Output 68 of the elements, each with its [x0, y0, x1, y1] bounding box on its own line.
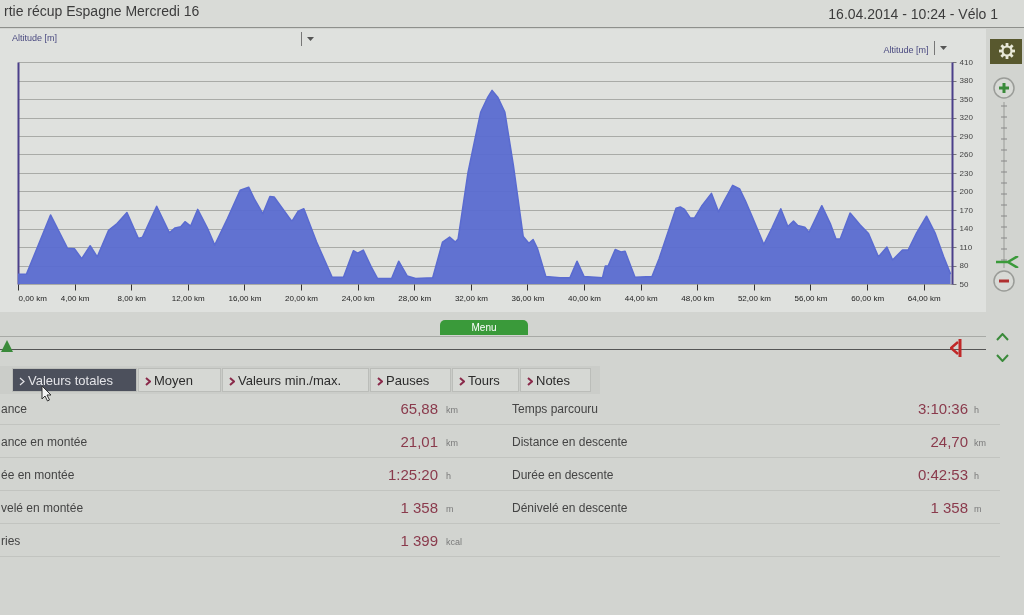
text: velé en montée — [1, 501, 84, 515]
x-tick-label: 4,00 km — [60, 293, 90, 303]
chart-subtitle: 16.04.2014 - 10:24 - Vélo 1 — [828, 6, 998, 22]
text: h — [446, 471, 452, 481]
text: ée en montée — [1, 468, 75, 482]
chart-title: rtie récup Espagne Mercredi 16 — [4, 3, 200, 19]
x-tick-label: 32,00 km — [454, 293, 489, 303]
text: km — [446, 405, 458, 415]
text: ance en montée — [1, 435, 88, 449]
text: ance — [1, 402, 28, 416]
menu-button: Menu — [440, 320, 528, 335]
tab: Tours — [452, 368, 519, 392]
x-tick-label: 12,00 km — [171, 293, 206, 303]
text: 1 358 — [930, 499, 968, 516]
y-axis-title: Altitude [m] — [883, 44, 929, 55]
tab: Pauses — [370, 368, 451, 392]
text: 1:25:20 — [387, 466, 438, 483]
y-tick-label: 290 — [959, 131, 974, 141]
y-tick-label: 170 — [959, 205, 974, 215]
x-tick-label: 20,00 km — [285, 293, 319, 303]
text: 0:42:53 — [917, 466, 968, 483]
y-tick-label: 260 — [959, 150, 974, 159]
y-tick-label: 410 — [959, 57, 974, 67]
text: Durée en descente — [512, 468, 614, 482]
text: Altitude [m] — [12, 33, 58, 43]
x-tick-label: 28,00 km — [398, 293, 432, 303]
text: ries — [1, 534, 21, 548]
y-tick-label: 230 — [959, 168, 974, 178]
text: m — [446, 504, 454, 514]
y-tick-label: 200 — [959, 187, 974, 196]
x-tick-label: 44,00 km — [624, 293, 658, 303]
x-tick-label: 48,00 km — [681, 293, 715, 303]
text: m — [974, 504, 982, 514]
x-tick-label: 24,00 km — [341, 293, 375, 303]
x-tick-label: 36,00 km — [511, 293, 545, 303]
y-tick-label: 80 — [959, 261, 969, 270]
x-tick-label: 8,00 km — [117, 293, 147, 303]
y-tick-label: 350 — [959, 94, 974, 104]
text: 1 358 — [400, 499, 438, 516]
text: 65,88 — [400, 400, 438, 417]
x-tick-label: 60,00 km — [851, 293, 885, 303]
x-tick-label: 16,00 km — [228, 293, 262, 303]
text: 3:10:36 — [917, 400, 968, 417]
x-tick-label: 52,00 km — [737, 293, 772, 303]
text: Temps parcouru — [512, 402, 599, 416]
text: 1 399 — [400, 532, 438, 549]
text: 24,70 — [930, 433, 968, 450]
y-tick-label: 320 — [959, 113, 974, 122]
text: Dénivelé en descente — [512, 501, 628, 515]
text: 21,01 — [400, 433, 438, 450]
text: h — [974, 405, 980, 415]
x-tick-label: 40,00 km — [568, 293, 602, 303]
text: kcal — [446, 537, 463, 547]
x-tick-label: 0,00 km — [18, 293, 48, 303]
tab: Valeurs min./max. — [222, 368, 369, 392]
y-tick-label: 380 — [959, 76, 974, 85]
tab: Valeurs totales — [12, 368, 137, 392]
y-tick-label: 50 — [959, 279, 969, 289]
text: km — [974, 438, 986, 448]
y-tick-label: 140 — [959, 224, 974, 233]
tab: Notes — [520, 368, 591, 392]
y-tick-label: 110 — [959, 242, 973, 252]
text: km — [446, 438, 458, 448]
tab: Moyen — [138, 368, 221, 392]
text: h — [974, 471, 980, 481]
x-tick-label: 56,00 km — [794, 293, 828, 303]
x-tick-label: 64,00 km — [907, 293, 941, 303]
text: Distance en descente — [512, 435, 628, 449]
